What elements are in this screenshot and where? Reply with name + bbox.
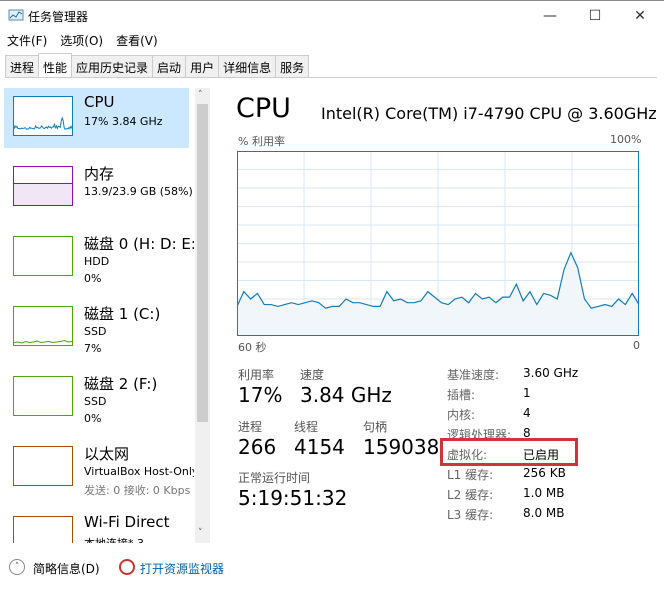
uptime-label: 正常运行时间	[238, 471, 311, 485]
detail-label: L1 缓存:	[447, 468, 494, 482]
resource-name: 内存	[84, 165, 115, 183]
util-label: 利用率	[238, 368, 275, 382]
cpu-line	[237, 251, 639, 309]
detail-label: L3 缓存:	[447, 508, 494, 522]
task-manager-icon	[8, 9, 24, 21]
tab-users[interactable]: 用户	[185, 55, 220, 77]
detail-label: 内核:	[447, 408, 476, 422]
graph-label: % 利用率	[238, 135, 285, 148]
detail-value: 3.60 GHz	[523, 366, 579, 380]
resource-thumbnail	[13, 376, 73, 416]
resource-name: 磁盘 0 (H: D: E:	[84, 235, 194, 253]
resource-item[interactable]: 磁盘 2 (F:) SSD 0%	[4, 368, 189, 428]
resource-thumbnail	[13, 166, 73, 206]
time-label: 60 秒	[238, 341, 267, 354]
collapse-icon[interactable]: ˄	[9, 559, 25, 575]
summary-link[interactable]: 简略信息(D)	[33, 562, 100, 576]
detail-label: 虚拟化:	[447, 448, 488, 462]
detail-value: 1	[523, 386, 531, 400]
tab-services[interactable]: 服务	[275, 55, 310, 77]
detail-value: 8.0 MB	[523, 506, 565, 520]
tab-app-history[interactable]: 应用历史记录	[71, 55, 154, 77]
detail-value: 1.0 MB	[523, 486, 565, 500]
tab-details[interactable]: 详细信息	[218, 55, 277, 77]
resource-line1: VirtualBox Host-Only	[84, 465, 194, 478]
resource-item[interactable]: CPU 17% 3.84 GHz	[4, 88, 189, 148]
menu-view[interactable]: 查看(V)	[116, 34, 158, 48]
resource-line1: 13.9/23.9 GB (58%)	[84, 185, 193, 198]
handles-label: 句柄	[363, 420, 388, 434]
chart-border	[237, 151, 639, 336]
title-bar: 任务管理器 — ☐ ✕	[0, 0, 664, 30]
cpu-model: Intel(R) Core(TM) i7-4790 CPU @ 3.60GHz	[321, 104, 657, 123]
cpu-utilization-chart	[237, 151, 639, 336]
resource-item[interactable]: 磁盘 1 (C:) SSD 7%	[4, 298, 189, 358]
speed-value: 3.84 GHz	[300, 383, 392, 407]
detail-label: 基准速度:	[447, 368, 500, 382]
resource-thumbnail	[13, 96, 73, 136]
detail-value: 256 KB	[523, 466, 566, 480]
detail-value: 8	[523, 426, 531, 440]
util-value: 17%	[238, 383, 283, 407]
minimize-button[interactable]: —	[543, 8, 557, 24]
threads-label: 线程	[294, 420, 319, 434]
cpu-area	[237, 252, 639, 336]
resource-line2: 发送: 0 接收: 0 Kbps	[84, 484, 191, 497]
threads-value: 4154	[294, 435, 345, 459]
resource-thumbnail	[13, 446, 73, 486]
resource-line1: SSD	[84, 395, 107, 408]
resource-item[interactable]: 磁盘 0 (H: D: E: HDD 0%	[4, 228, 194, 288]
tab-processes[interactable]: 进程	[5, 55, 40, 77]
window-title: 任务管理器	[28, 10, 89, 24]
proc-value: 266	[238, 435, 277, 459]
detail-label: 插槽:	[447, 388, 476, 402]
resource-list: CPU 17% 3.84 GHz 内存 13.9/23.9 GB (58%) 磁…	[0, 88, 195, 543]
resource-line1: HDD	[84, 255, 110, 268]
resource-name: Wi-Fi Direct	[84, 513, 170, 531]
speed-label: 速度	[300, 368, 325, 382]
time-end: 0	[633, 339, 640, 352]
open-resource-monitor-link[interactable]: 打开资源监视器	[140, 562, 225, 576]
resource-line2: 7%	[84, 342, 102, 355]
resource-thumbnail	[13, 516, 73, 543]
maximize-button[interactable]: ☐	[588, 8, 602, 24]
menu-file[interactable]: 文件(F)	[7, 34, 48, 48]
detail-value: 已启用	[523, 448, 560, 462]
proc-label: 进程	[238, 420, 263, 434]
resource-line1: 17% 3.84 GHz	[84, 115, 163, 128]
menu-bar: 文件(F) 选项(O) 查看(V)	[0, 32, 164, 52]
scroll-down-icon[interactable]: ˅	[198, 528, 203, 538]
resource-line2: 0%	[84, 272, 102, 285]
scrollbar-thumb[interactable]	[197, 104, 208, 422]
resource-name: 磁盘 1 (C:)	[84, 305, 161, 323]
resource-name: 磁盘 2 (F:)	[84, 375, 158, 393]
tab-bar: 进程 性能 应用历史记录 启动 用户 详细信息 服务	[5, 53, 657, 78]
graph-max: 100%	[610, 133, 642, 146]
handles-value: 159038	[363, 435, 440, 459]
page-title: CPU	[236, 93, 291, 124]
resource-name: CPU	[84, 93, 115, 111]
resource-line1: SSD	[84, 325, 107, 338]
resource-thumbnail	[13, 236, 73, 276]
resource-item[interactable]: 以太网 VirtualBox Host-Only 发送: 0 接收: 0 Kbp…	[4, 438, 194, 498]
resource-line2: 0%	[84, 412, 102, 425]
resource-thumbnail	[13, 306, 73, 346]
resource-item[interactable]: Wi-Fi Direct 本地连接* 3 发送: 0 接收: 0 Kbps	[4, 508, 189, 543]
resource-line1: 本地连接* 3	[84, 535, 194, 543]
menu-options[interactable]: 选项(O)	[60, 34, 104, 48]
tab-performance[interactable]: 性能	[38, 53, 73, 77]
detail-label: L2 缓存:	[447, 488, 494, 502]
resource-monitor-icon	[119, 559, 135, 575]
virtualization-highlight	[440, 438, 578, 466]
resource-name: 以太网	[84, 445, 130, 463]
close-button[interactable]: ✕	[634, 8, 646, 24]
resource-item[interactable]: 内存 13.9/23.9 GB (58%)	[4, 158, 193, 218]
scroll-up-icon[interactable]: ˄	[198, 90, 203, 100]
detail-value: 4	[523, 406, 531, 420]
uptime-value: 5:19:51:32	[238, 486, 348, 510]
tab-startup[interactable]: 启动	[152, 55, 187, 77]
